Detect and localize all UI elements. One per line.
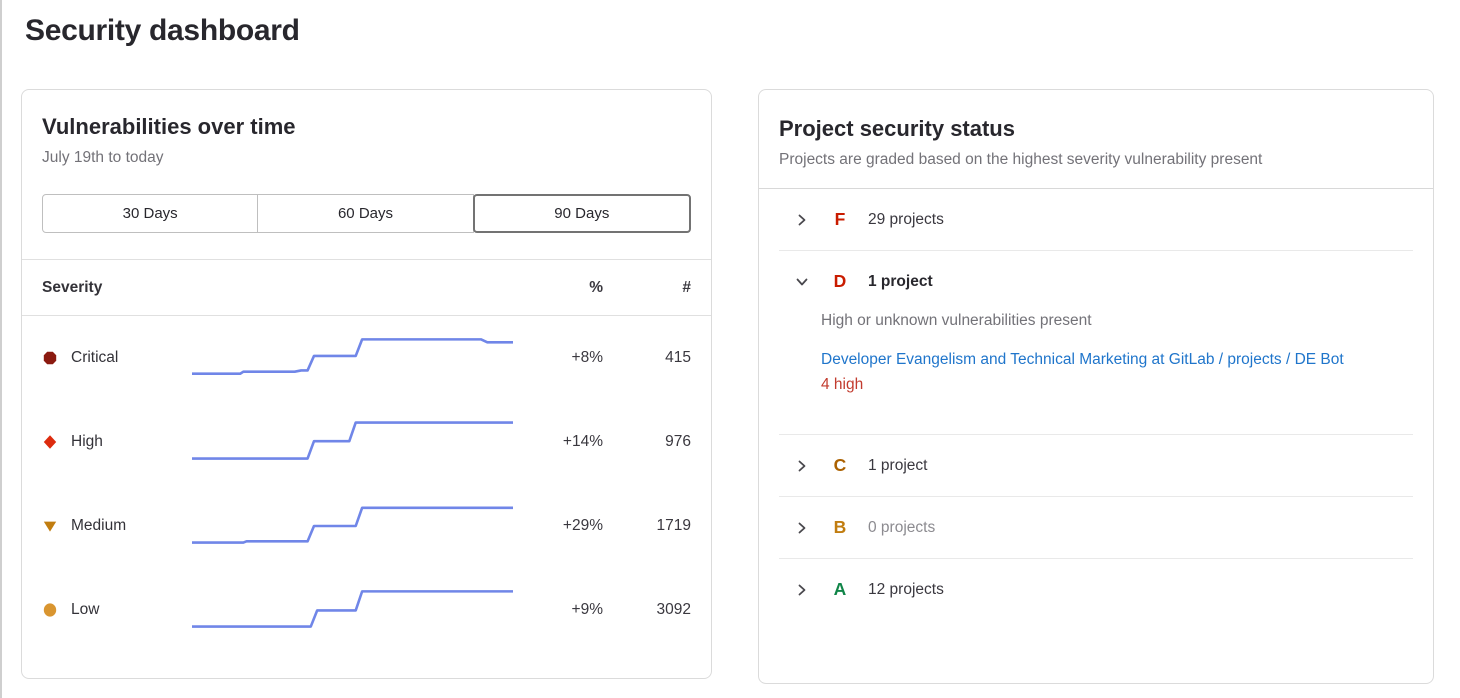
severity-table-header: Severity % # [22, 259, 711, 316]
grade-project-count: 0 projects [868, 518, 936, 536]
day-range-button-30-days[interactable]: 30 Days [42, 194, 259, 233]
grade-row-b[interactable]: B 0 projects [779, 497, 1413, 558]
severity-label-cell: Medium [42, 517, 192, 535]
vulnerability-count: 1719 [656, 517, 691, 534]
chevron-down-icon [794, 274, 810, 290]
project-link[interactable]: Developer Evangelism and Technical Marke… [821, 351, 1344, 368]
sparkline-low [192, 587, 541, 633]
page-title: Security dashboard [25, 14, 300, 47]
trend-percent: +8% [571, 349, 603, 366]
grade-item-d: D 1 project High or unknown vulnerabilitie… [779, 251, 1413, 435]
severity-label-cell: Critical [42, 349, 192, 367]
count-column-header: # [682, 278, 691, 296]
severity-low-icon [42, 602, 58, 618]
severity-medium-icon [42, 518, 58, 534]
grade-item-b: B 0 projects [779, 497, 1413, 559]
sparkline-high [192, 419, 541, 465]
grade-letter: F [834, 209, 846, 229]
grade-letter: A [833, 579, 847, 599]
trend-percent: +9% [571, 601, 603, 618]
sparkline-critical [192, 335, 541, 381]
severity-high-icon [42, 434, 58, 450]
grade-row-c[interactable]: C 1 project [779, 435, 1413, 496]
chevron-right-icon [794, 520, 810, 536]
chevron-right-icon [794, 458, 810, 474]
grade-row-d[interactable]: D 1 project [779, 251, 1413, 312]
grade-details-d: High or unknown vulnerabilities present D… [779, 312, 1413, 434]
vulnerability-count: 976 [665, 433, 691, 450]
status-card-divider [759, 188, 1433, 189]
severity-name: Critical [71, 349, 119, 366]
vulnerability-count: 3092 [656, 601, 691, 618]
grade-row-a[interactable]: A 12 projects [779, 559, 1413, 620]
grade-row-f[interactable]: F 29 projects [779, 189, 1413, 250]
high-vulnerability-count-label: 4 high [821, 376, 864, 393]
vuln-card-title: Vulnerabilities over time [42, 114, 296, 139]
severity-row-critical: Critical +8% 415 [22, 316, 711, 400]
vulnerabilities-over-time-card: Vulnerabilities over time July 19th to t… [21, 89, 712, 679]
sparkline-medium [192, 503, 541, 549]
severity-name: Medium [71, 517, 127, 534]
grade-project-count: 1 project [868, 456, 928, 474]
vuln-card-date-range: July 19th to today [42, 149, 164, 166]
page-left-border [0, 0, 2, 698]
grade-letter: C [833, 455, 847, 475]
grade-item-c: C 1 project [779, 435, 1413, 497]
percent-column-header: % [589, 278, 603, 296]
project-security-status-card: Project security status Projects are gra… [758, 89, 1434, 684]
day-range-button-60-days[interactable]: 60 Days [257, 194, 474, 233]
severity-label-cell: Low [42, 601, 192, 619]
grade-item-a: A 12 projects [779, 559, 1413, 620]
severity-column-header: Severity [42, 278, 103, 296]
chevron-right-icon [794, 582, 810, 598]
grade-project-count: 1 project [868, 272, 933, 290]
day-range-button-90-days[interactable]: 90 Days [472, 194, 691, 233]
trend-percent: +29% [562, 517, 603, 534]
status-card-subtitle: Projects are graded based on the highest… [779, 151, 1263, 168]
severity-row-low: Low +9% 3092 [22, 568, 711, 652]
grade-item-f: F 29 projects [779, 189, 1413, 251]
trend-percent: +14% [562, 433, 603, 450]
grade-letter: D [833, 271, 847, 291]
status-card-title: Project security status [779, 116, 1015, 141]
severity-name: Low [71, 601, 100, 618]
day-range-button-group: 30 Days 60 Days 90 Days [42, 194, 691, 233]
grade-description: High or unknown vulnerabilities present [821, 312, 1092, 329]
severity-name: High [71, 433, 103, 450]
severity-row-high: High +14% 976 [22, 400, 711, 484]
grade-project-count: 12 projects [868, 580, 944, 598]
severity-table: Severity % # Critical +8% 415 High +14% 976 Me… [22, 259, 711, 652]
vulnerability-count: 415 [665, 349, 691, 366]
severity-label-cell: High [42, 433, 192, 451]
chevron-right-icon [794, 212, 810, 228]
severity-row-medium: Medium +29% 1719 [22, 484, 711, 568]
grade-letter: B [833, 517, 847, 537]
grade-project-count: 29 projects [868, 210, 944, 228]
severity-critical-icon [42, 350, 58, 366]
grade-accordion-list: F 29 projects D 1 project High or unknown vu… [779, 189, 1413, 620]
